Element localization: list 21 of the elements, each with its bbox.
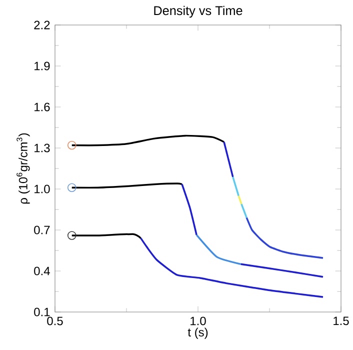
y-tick-label: 0.1	[34, 308, 50, 316]
x-tick-label: 0.5	[47, 316, 63, 326]
line-series	[71, 134, 225, 146]
y-tick-label: 1.3	[34, 144, 50, 152]
line-series	[240, 263, 324, 278]
y-tick-label: 0.7	[34, 226, 50, 234]
line-series	[246, 216, 324, 259]
y-tick-label: 1.6	[34, 102, 50, 112]
line-series	[140, 237, 324, 298]
x-tick-label: 1.0	[190, 316, 206, 326]
y-tick-label: 1.9	[34, 62, 50, 70]
point	[67, 140, 76, 150]
y-tick-label: 1.0	[34, 184, 50, 194]
chart-title: Density vs Time	[154, 6, 242, 18]
x-axis-title: t (s)	[188, 328, 208, 339]
y-tick-label: 2.2	[34, 20, 50, 30]
point	[67, 231, 76, 240]
x-tick-label: 1.5	[334, 316, 349, 326]
y-tick-label: 0.4	[34, 266, 50, 276]
y-axis-title: ρ (10$^{6}$gr/cm$^{3}$)	[16, 133, 30, 204]
point	[67, 183, 76, 192]
